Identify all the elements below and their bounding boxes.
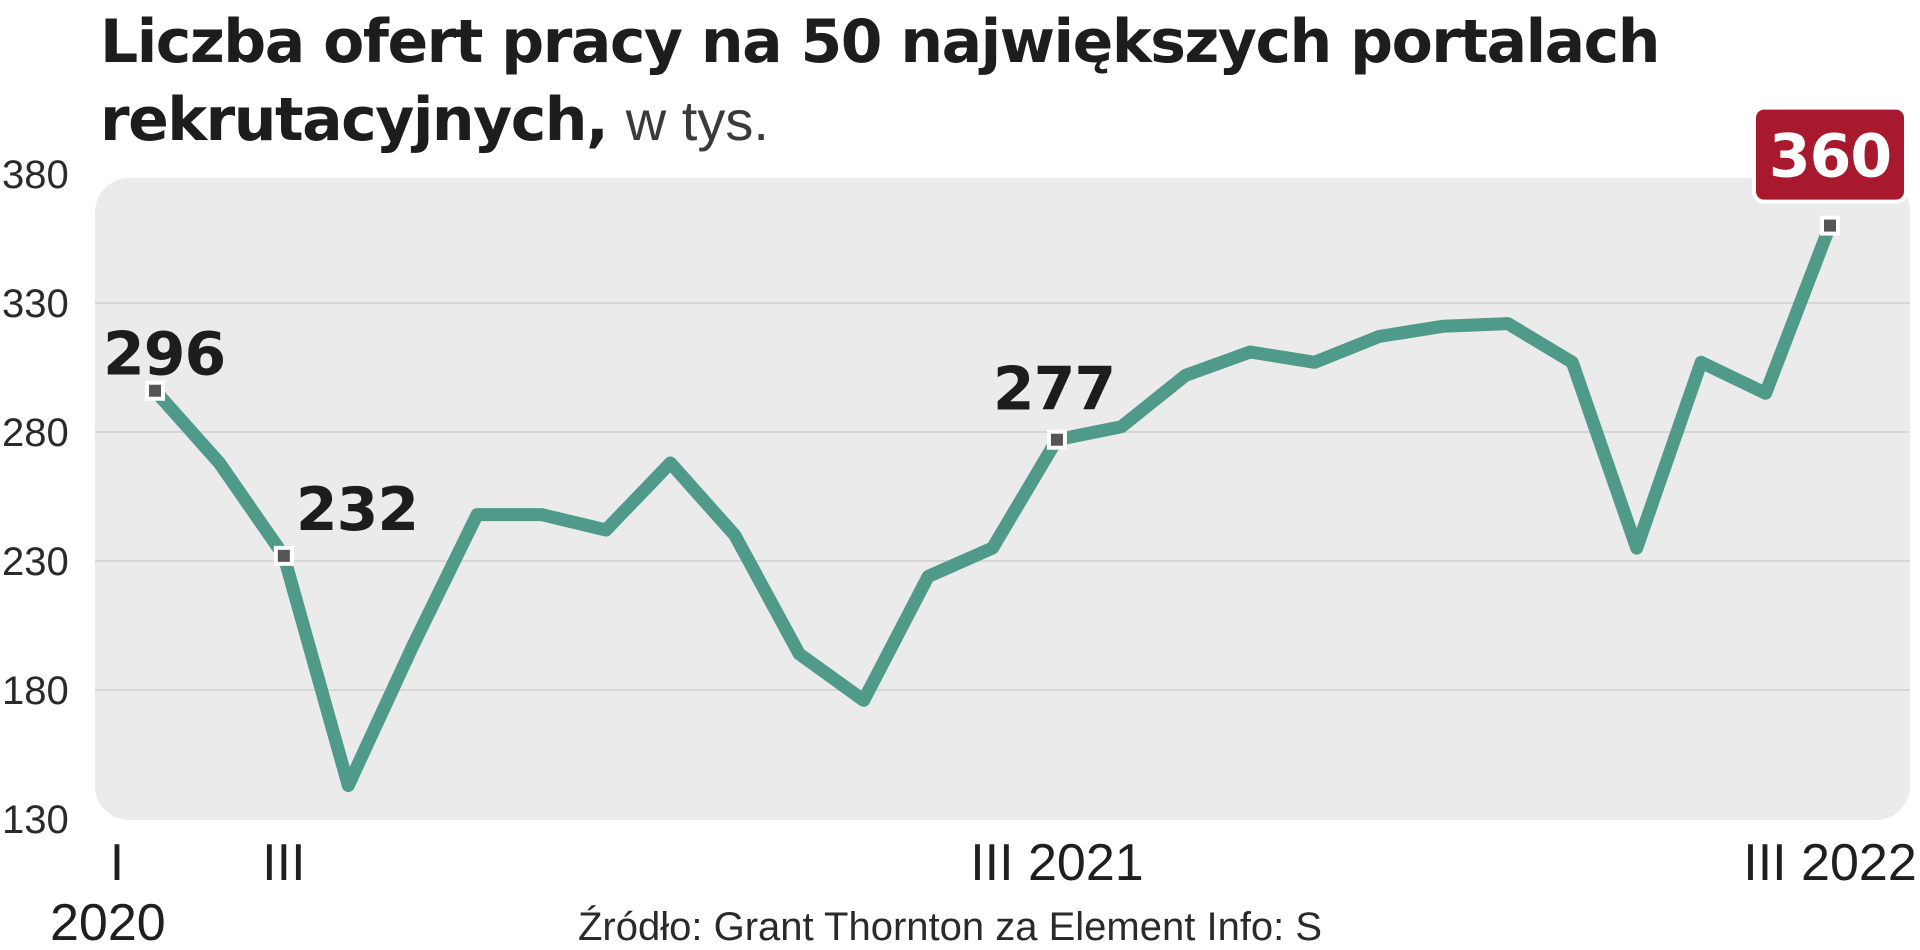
data-labels: 296 232 277 360 [103, 105, 1908, 545]
chart-title-unit: w tys. [625, 89, 769, 152]
chart-title-line2-bold: rekrutacyjnych, [100, 85, 607, 155]
marker-0 [149, 384, 161, 397]
x-tick-26: III 2022 [1743, 834, 1916, 892]
chart-title-line2: rekrutacyjnych, w tys. [100, 85, 769, 155]
y-tick-380: 380 [2, 153, 69, 197]
marker-14 [1050, 433, 1063, 446]
data-label-2: 232 [296, 475, 418, 545]
data-label-0: 296 [103, 320, 225, 390]
data-markers [145, 215, 1840, 566]
x-tick-year-0: 2020 [50, 894, 166, 950]
y-tick-330: 330 [2, 282, 69, 326]
x-tick-14: III 2021 [970, 834, 1143, 892]
marker-2 [277, 549, 290, 562]
data-label-26: 360 [1769, 122, 1891, 192]
chart-title-line1: Liczba ofert pracy na 50 największych po… [100, 7, 1659, 77]
y-axis-ticks: 130 180 230 280 330 380 [2, 153, 69, 842]
x-tick-0: I [110, 834, 124, 892]
marker-26 [1824, 219, 1836, 232]
y-tick-130: 130 [2, 798, 69, 842]
source-note: Źródło: Grant Thornton za Element Info: … [578, 904, 1322, 949]
data-label-14: 277 [993, 355, 1115, 425]
y-tick-230: 230 [2, 540, 69, 584]
x-tick-2: III [262, 834, 305, 892]
y-tick-280: 280 [2, 411, 69, 455]
y-tick-180: 180 [2, 669, 69, 713]
plot-background [95, 178, 1910, 820]
series-line [148, 219, 1837, 792]
highlight-badge-26 [1752, 105, 1908, 204]
